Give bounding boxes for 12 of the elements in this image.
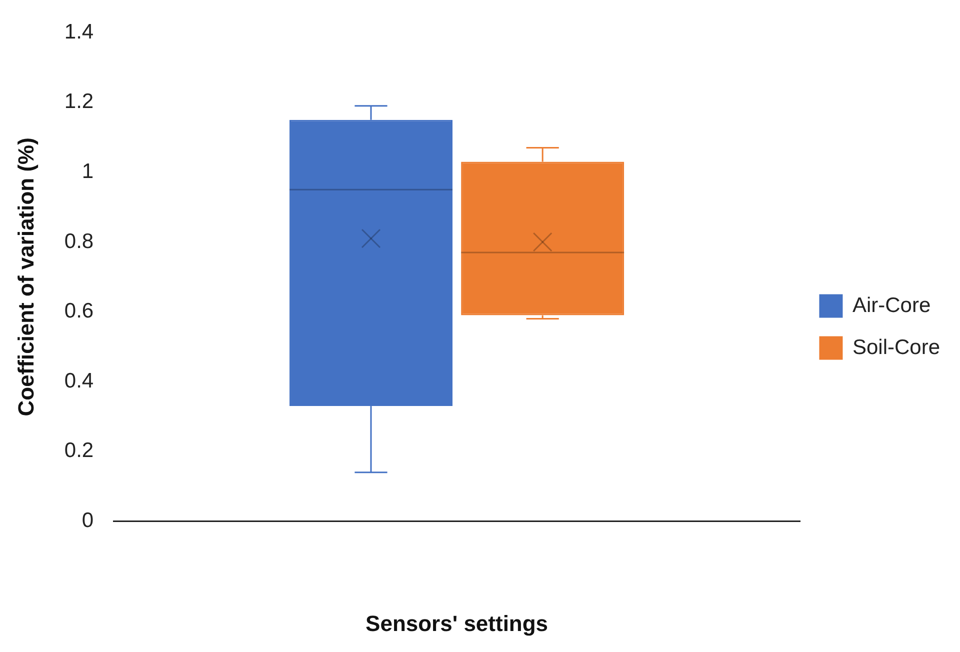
- y-tick-label: 1.4: [64, 20, 94, 44]
- y-tick-label: 0: [82, 508, 94, 532]
- y-tick-label: 0.4: [64, 369, 94, 392]
- y-tick-label: 0.2: [64, 439, 94, 462]
- y-tick-label: 0.8: [64, 230, 94, 253]
- x-axis-title: Sensors' settings: [366, 610, 548, 636]
- legend-label: Soil-Core: [852, 336, 940, 359]
- legend-label: Air-Core: [852, 294, 931, 317]
- y-tick-label: 0.6: [64, 300, 94, 323]
- y-tick-label: 1.2: [64, 90, 94, 114]
- y-tick-label: 1: [82, 160, 94, 183]
- y-axis-title: Coefficient of variation (%): [13, 138, 38, 416]
